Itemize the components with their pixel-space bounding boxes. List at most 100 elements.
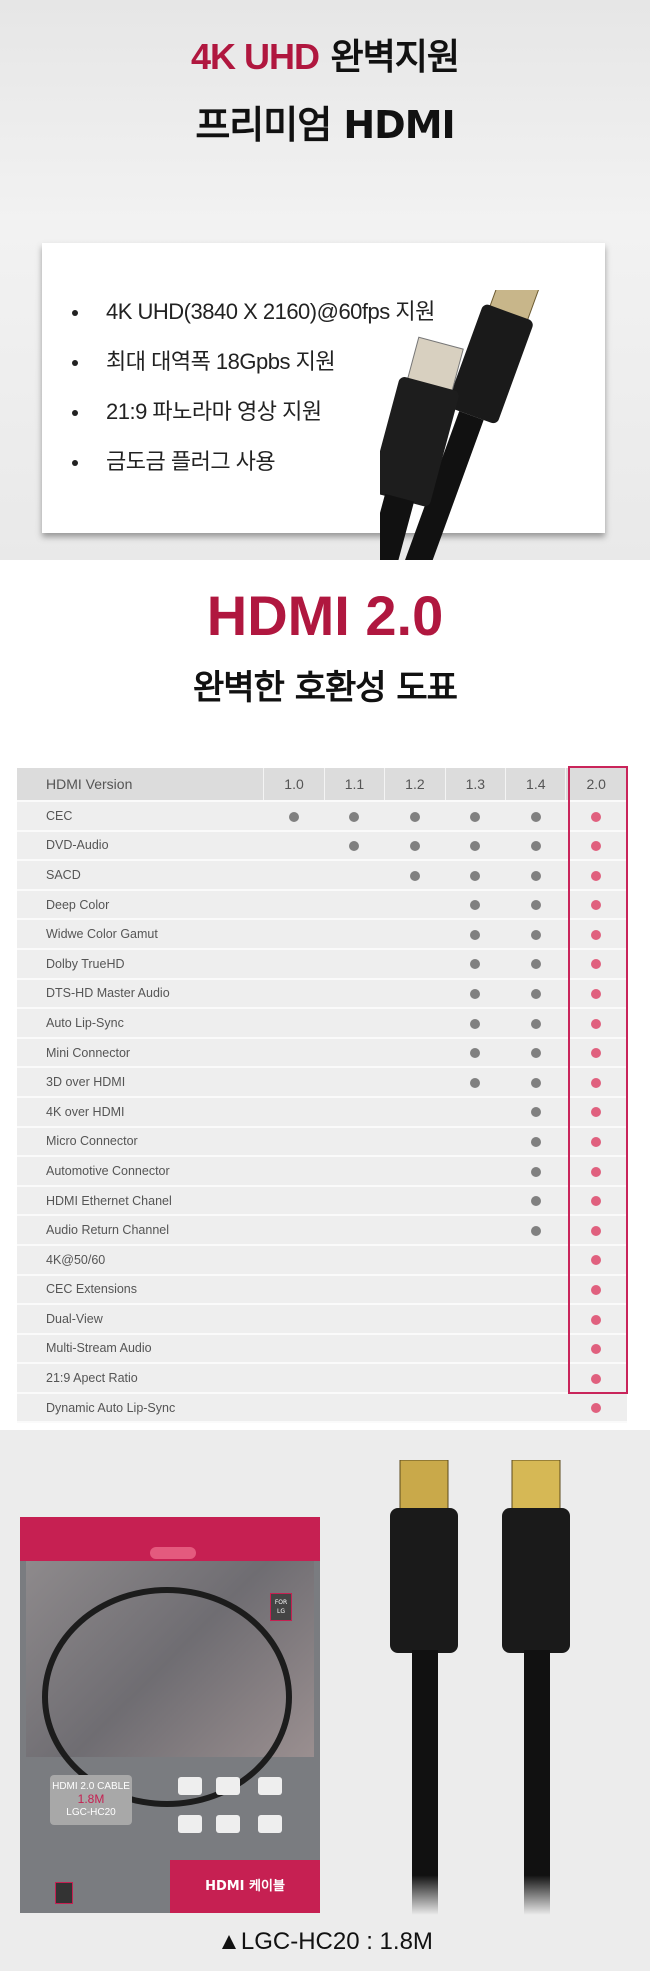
support-cell	[263, 1333, 325, 1365]
support-cell	[505, 1126, 566, 1158]
table-row: 3D over HDMI	[17, 1067, 627, 1098]
supported-dot-icon	[591, 1018, 602, 1029]
supported-dot-icon	[530, 929, 541, 940]
feature-name: Dual-View	[17, 1304, 264, 1335]
support-cell	[445, 1037, 506, 1069]
support-cell	[263, 801, 325, 832]
feature-name: Audio Return Channel	[17, 1215, 264, 1246]
support-cell	[445, 1333, 506, 1365]
table-row: SACD	[17, 860, 627, 891]
camera-icon	[216, 1815, 240, 1833]
support-cell	[263, 860, 325, 891]
feature-name: 21:9 Apect Ratio	[17, 1363, 264, 1394]
support-cell	[384, 1008, 446, 1039]
model-caption: ▲LGC-HC20 : 1.8M	[217, 1928, 433, 1955]
support-cell	[384, 1185, 446, 1217]
support-cell	[263, 978, 325, 1010]
table-row: CEC	[17, 801, 627, 832]
support-cell	[505, 1304, 566, 1335]
feature-name: Multi-Stream Audio	[17, 1333, 264, 1365]
supported-dot-icon	[470, 870, 481, 881]
header-label: HDMI Version	[17, 768, 265, 802]
supported-dot-icon	[591, 1373, 602, 1384]
support-cell	[505, 889, 566, 921]
support-cell	[384, 889, 446, 921]
hang-hole	[150, 1547, 196, 1559]
support-cell	[384, 1304, 446, 1335]
support-cell	[565, 889, 627, 921]
feature-name: Auto Lip-Sync	[17, 1008, 264, 1039]
supported-dot-icon	[591, 811, 602, 822]
supported-dot-icon	[591, 959, 602, 970]
supported-dot-icon	[530, 811, 541, 822]
support-cell	[384, 1067, 446, 1098]
feature-list: 4K UHD(3840 X 2160)@60fps 지원 최대 대역폭 18Gpb…	[72, 287, 435, 487]
pc-icon	[178, 1815, 202, 1833]
support-cell	[565, 1096, 627, 1128]
support-cell	[324, 1126, 385, 1158]
feature-name: 4K over HDMI	[17, 1096, 264, 1128]
feature-name: CEC Extensions	[17, 1274, 264, 1306]
support-cell	[324, 1096, 385, 1128]
support-cell	[384, 1333, 446, 1365]
support-cell	[565, 1126, 627, 1158]
support-cell	[324, 1156, 385, 1187]
support-cell	[324, 978, 385, 1010]
support-cell	[565, 1392, 627, 1424]
supported-dot-icon	[591, 989, 602, 1000]
support-cell	[565, 919, 627, 950]
support-cell	[324, 1363, 385, 1394]
table-row: Dual-View	[17, 1304, 627, 1335]
feature-name: Automotive Connector	[17, 1156, 264, 1187]
bullet-icon	[72, 410, 78, 417]
support-cell	[324, 1185, 385, 1217]
support-cell	[445, 1363, 506, 1394]
support-cell	[384, 801, 446, 832]
support-cell	[263, 1363, 325, 1394]
support-cell	[324, 801, 385, 832]
feature-name: Micro Connector	[17, 1126, 264, 1158]
package-label: HDMI 2.0 CABLE 1.8M LGC-HC20	[50, 1775, 132, 1825]
supported-dot-icon	[530, 1225, 541, 1236]
supported-dot-icon	[530, 989, 541, 1000]
feature-name: DVD-Audio	[17, 830, 264, 862]
support-cell	[505, 1156, 566, 1187]
support-cell	[565, 1067, 627, 1098]
support-cell	[565, 1008, 627, 1039]
support-cell	[505, 978, 566, 1010]
support-cell	[324, 948, 385, 980]
support-cell	[324, 1392, 385, 1424]
feature-item: 4K UHD(3840 X 2160)@60fps 지원	[72, 287, 435, 337]
supported-dot-icon	[591, 1107, 602, 1118]
table-row: Mini Connector	[17, 1037, 627, 1069]
support-cell	[263, 1096, 325, 1128]
support-cell	[263, 1244, 325, 1276]
package-band: HDMI 케이블	[170, 1860, 320, 1913]
support-cell	[384, 919, 446, 950]
support-cell	[384, 1096, 446, 1128]
support-cell	[384, 1215, 446, 1246]
supported-dot-icon	[530, 1018, 541, 1029]
support-cell	[324, 860, 385, 891]
hero-subtitle: 프리미엄 HDMI	[195, 103, 455, 147]
feature-item: 21:9 파노라마 영상 지원	[72, 387, 435, 437]
support-cell	[565, 1037, 627, 1069]
table-row: Deep Color	[17, 889, 627, 921]
supported-dot-icon	[591, 1403, 602, 1414]
support-cell	[324, 1215, 385, 1246]
hdmi-cable-pair-image	[390, 1460, 570, 1915]
support-cell	[505, 1067, 566, 1098]
supported-dot-icon	[530, 1196, 541, 1207]
support-cell	[384, 1392, 446, 1424]
table-row: Multi-Stream Audio	[17, 1333, 627, 1365]
tv-icon	[258, 1815, 282, 1833]
support-cell	[324, 1037, 385, 1069]
table-row: Dynamic Auto Lip-Sync	[17, 1392, 627, 1424]
table-row: DVD-Audio	[17, 830, 627, 862]
support-cell	[565, 1363, 627, 1394]
support-cell	[445, 1244, 506, 1276]
support-cell	[565, 1333, 627, 1365]
support-cell	[565, 1274, 627, 1306]
support-cell	[565, 1304, 627, 1335]
support-cell	[324, 1333, 385, 1365]
